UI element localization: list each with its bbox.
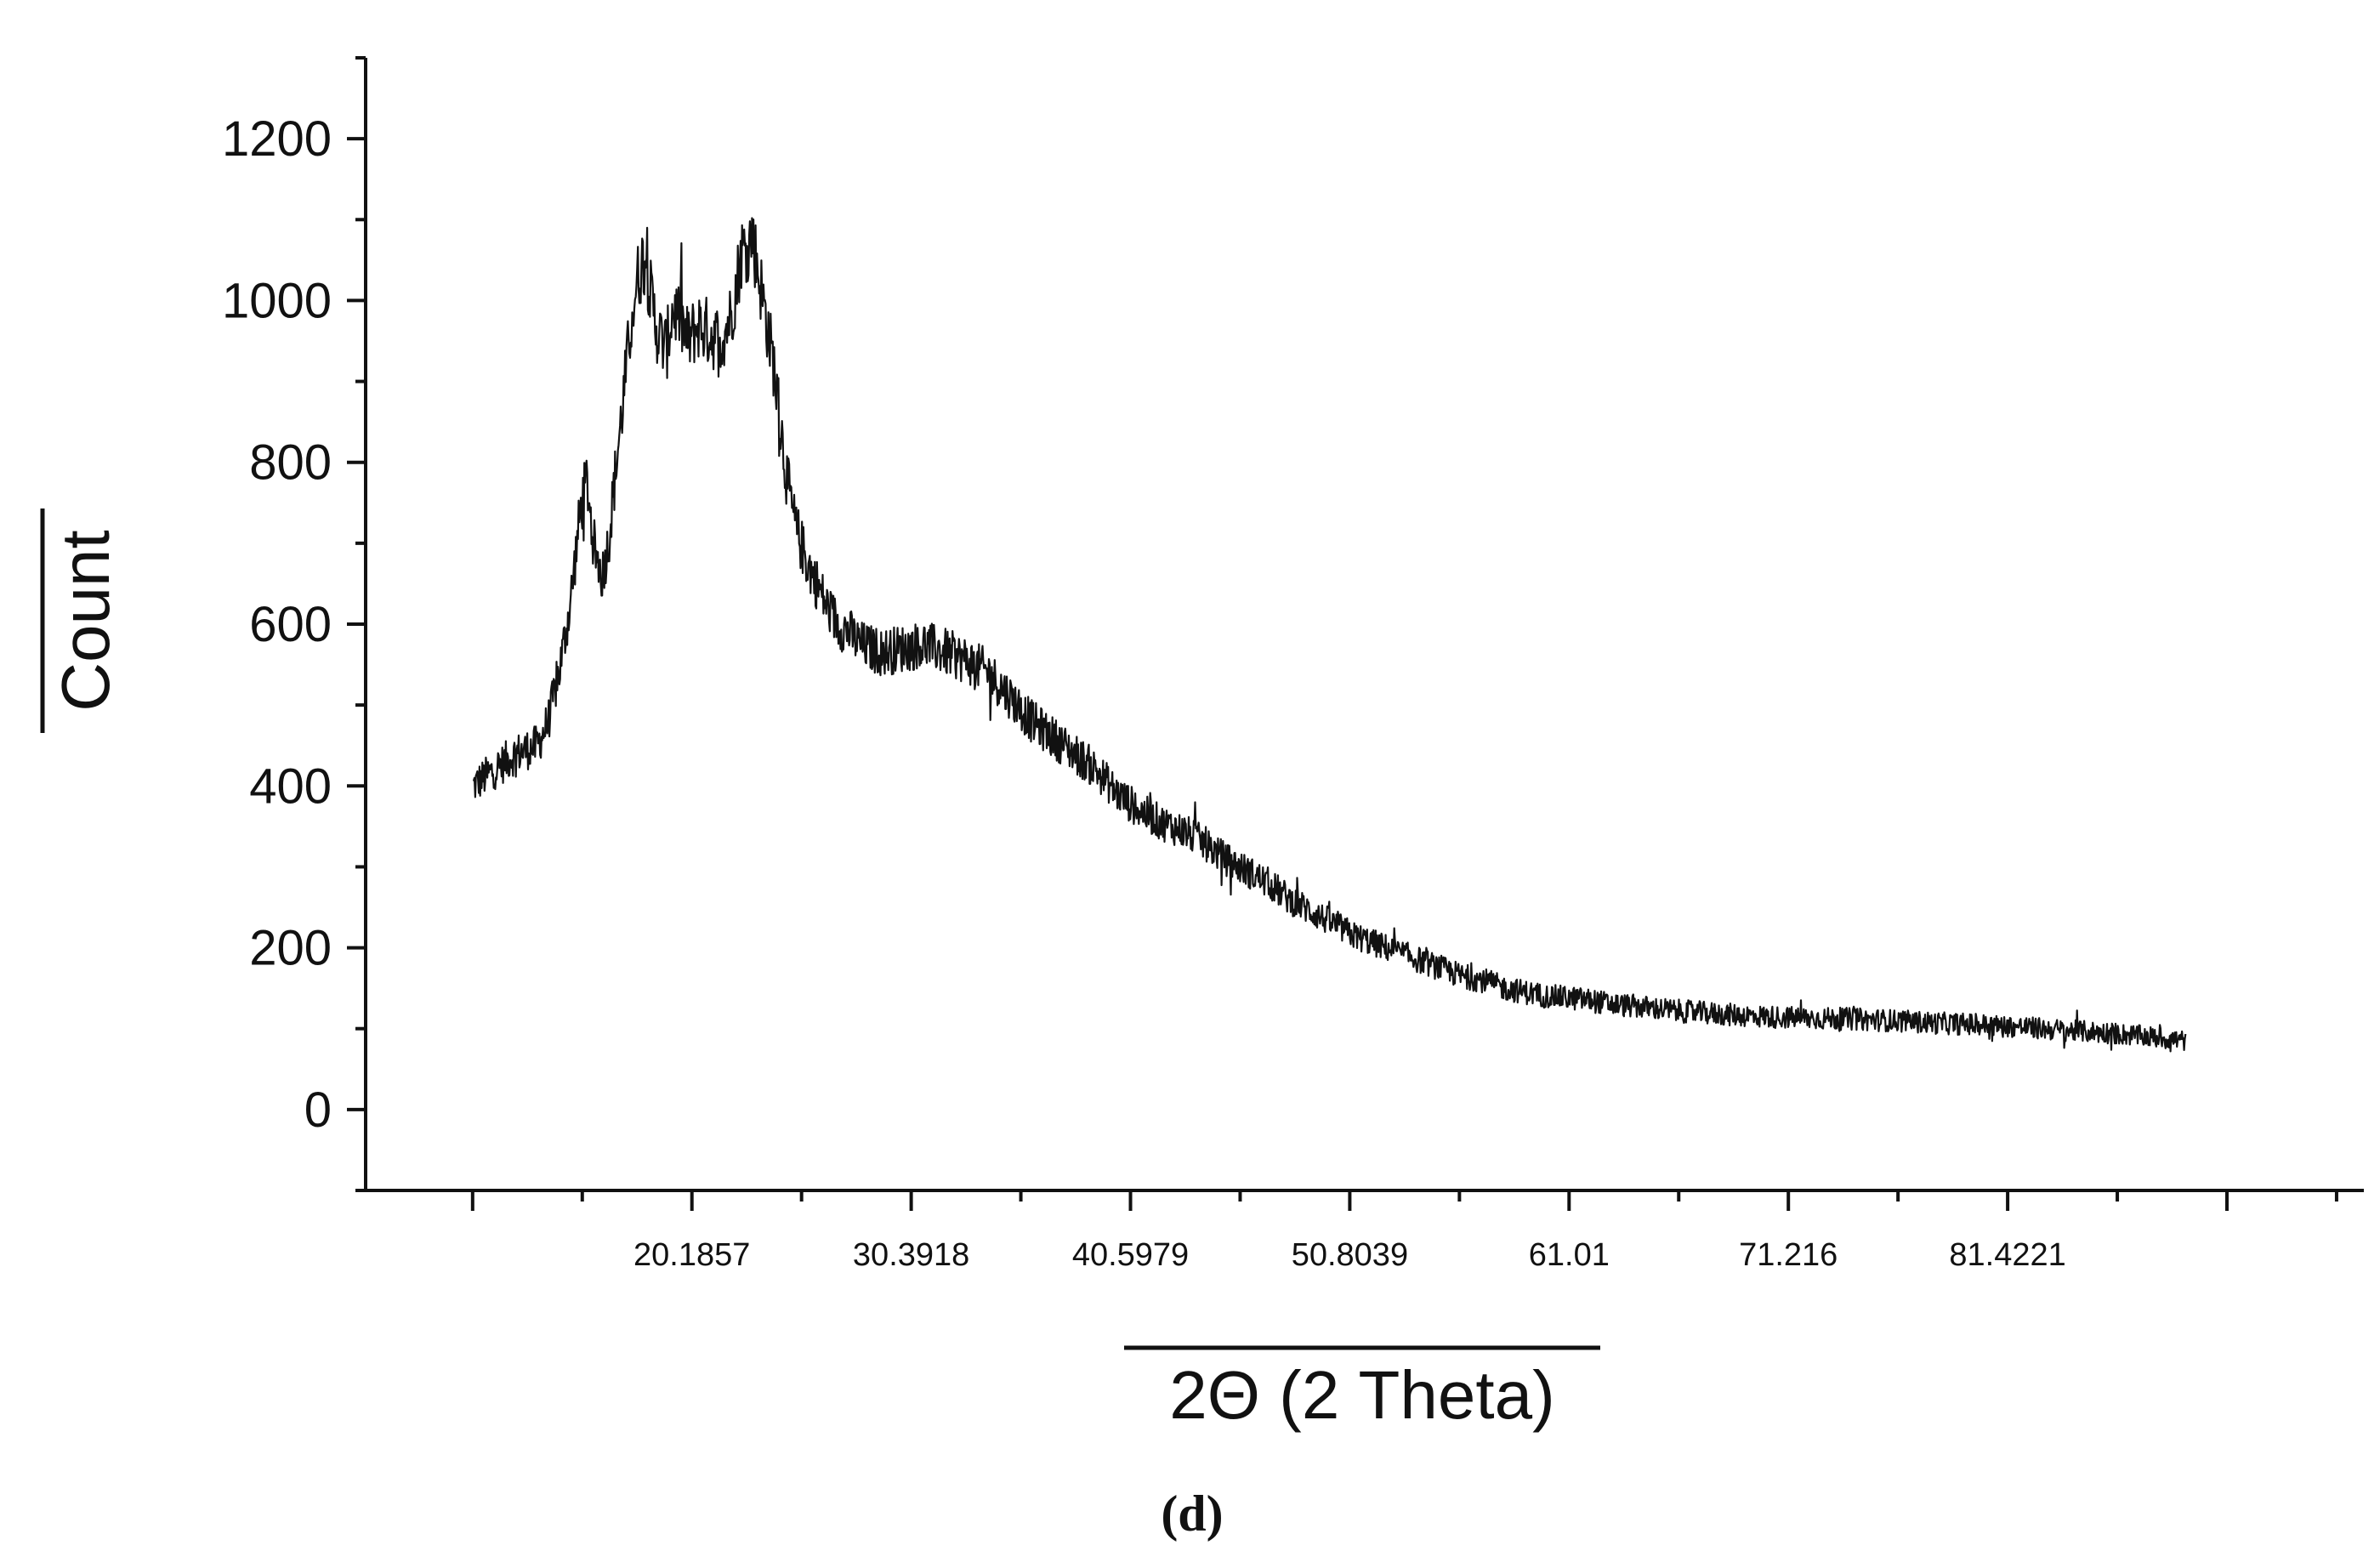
x-axis-title: 2Θ (2 Theta): [1169, 1357, 1555, 1433]
x-tick-label: 40.5979: [1072, 1237, 1189, 1273]
y-tick-label: 600: [249, 597, 332, 652]
y-tick-label: 0: [304, 1082, 332, 1138]
y-tick-label: 1200: [222, 111, 332, 167]
y-tick-label: 1000: [222, 273, 332, 328]
series-line: [472, 217, 2187, 1053]
y-tick-label: 800: [249, 435, 332, 491]
y-axis-title-group: Count: [40, 508, 123, 733]
y-tick-labels: 0 200 400 600 800 1000 1200: [222, 111, 332, 1138]
x-tick-labels: 20.1857 30.3918 40.5979 50.8039 61.01 71.216 8…: [633, 1237, 2066, 1273]
x-tick-label: 50.8039: [1292, 1237, 1408, 1273]
x-axis-title-group: 2Θ (2 Theta): [1124, 1345, 1600, 1433]
axes: [364, 58, 2364, 1192]
figure-caption: (d): [1161, 1486, 1223, 1542]
x-tick-label: 81.4221: [1949, 1237, 2065, 1273]
x-tick-label: 20.1857: [633, 1237, 750, 1273]
y-tick-label: 200: [249, 921, 332, 976]
x-ticks: [470, 1190, 2338, 1211]
x-tick-label: 71.216: [1739, 1237, 1838, 1273]
y-ticks: [347, 56, 366, 1192]
x-tick-label: 30.3918: [853, 1237, 969, 1273]
y-axis-title: Count: [48, 530, 123, 711]
y-tick-label: 400: [249, 758, 332, 814]
x-tick-label: 61.01: [1529, 1237, 1610, 1273]
